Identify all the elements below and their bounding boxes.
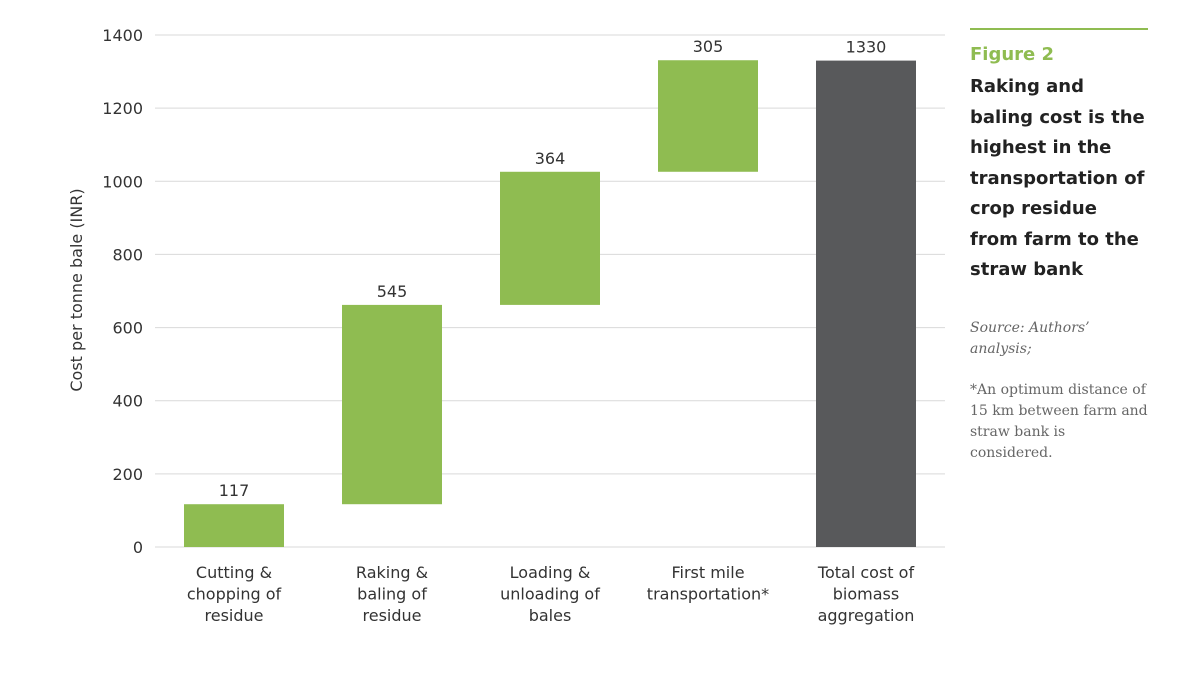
category-label-line: biomass [833,585,899,604]
figure-title: Raking and baling cost is the highest in… [970,76,1145,280]
data-label-0: 117 [219,481,250,500]
bar-2 [500,171,600,305]
bar-0 [184,504,284,547]
category-label-4: Total cost of biomass aggregation [817,563,915,625]
category-label-line: baling of [357,585,427,604]
data-label-4: 1330 [846,38,887,57]
category-label-line: residue [363,606,422,625]
bar-3 [658,60,758,172]
data-labels: 117 545 364 305 1330 [219,37,887,500]
category-label-line: transportation* [647,585,769,604]
y-tick-label: 0 [133,538,143,557]
y-tick-label: 400 [112,392,143,411]
y-tick-label: 800 [112,245,143,264]
category-label-1: Raking & baling of residue [356,563,428,625]
bar-4 [816,60,916,547]
category-label-line: First mile [671,563,744,582]
y-tick-label: 1200 [102,99,143,118]
data-label-2: 364 [535,149,566,168]
figure-note: *An optimum distance of 15 km between fa… [970,381,1148,461]
category-label-line: unloading of [500,585,600,604]
y-tick-label: 200 [112,465,143,484]
category-label-3: First mile transportation* [647,563,769,604]
x-axis-categories: Cutting & chopping of residue Raking & balin… [187,563,915,625]
waterfall-chart: 0 200 400 600 800 1000 1200 1400 Cost per tonne… [67,26,945,625]
category-label-0: Cutting & chopping of residue [187,563,282,625]
y-tick-label: 1000 [102,172,143,191]
category-label-2: Loading & unloading of bales [500,563,600,625]
category-label-line: aggregation [818,606,915,625]
bar-1 [342,304,442,505]
y-tick-label: 600 [112,319,143,338]
y-tick-label: 1400 [102,26,143,45]
category-label-line: chopping of [187,585,282,604]
category-label-line: Total cost of [817,563,915,582]
figure-label: Figure 2 [970,44,1055,65]
data-label-1: 545 [377,282,408,301]
figure-source: Source: Authors’ analysis; [970,319,1090,357]
bars [184,60,916,547]
data-label-3: 305 [693,37,724,56]
y-axis-ticks: 0 200 400 600 800 1000 1200 1400 [102,26,143,557]
y-axis-title: Cost per tonne bale (INR) [67,188,86,391]
category-label-line: bales [529,606,572,625]
category-label-line: residue [205,606,264,625]
category-label-line: Raking & [356,563,428,582]
caption-top-rule [970,28,1148,30]
figure-caption-panel: Figure 2 Raking and baling cost is the h… [970,28,1148,464]
category-label-line: Cutting & [196,563,272,582]
category-label-line: Loading & [510,563,591,582]
